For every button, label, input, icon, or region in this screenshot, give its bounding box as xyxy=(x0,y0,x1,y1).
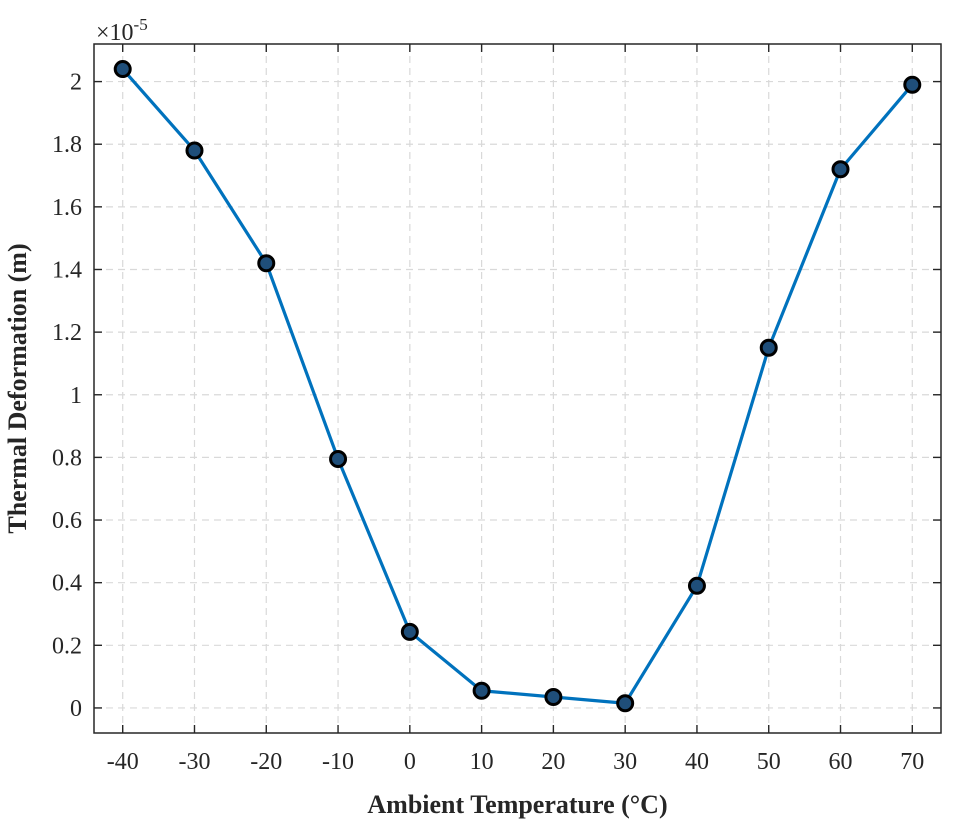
y-tick-label: 0.6 xyxy=(52,508,82,534)
x-tick-label: 20 xyxy=(541,749,565,775)
y-tick-label: 0.4 xyxy=(52,571,82,597)
x-tick-label: 10 xyxy=(470,749,494,775)
data-point xyxy=(113,60,132,79)
grid-layer xyxy=(94,44,941,733)
y-tick-label: 0.8 xyxy=(52,445,82,471)
data-point xyxy=(616,694,635,713)
data-point xyxy=(185,141,204,160)
data-point xyxy=(472,681,491,700)
x-tick-label: 40 xyxy=(685,749,709,775)
x-tick-label: 0 xyxy=(404,749,416,775)
y-exponent-power: -5 xyxy=(134,15,148,34)
y-exponent-base: ×10 xyxy=(96,20,134,46)
data-point xyxy=(831,160,850,179)
data-point xyxy=(400,622,419,641)
series-layer xyxy=(121,67,914,705)
x-tick-label: 50 xyxy=(757,749,781,775)
x-tick-label: 30 xyxy=(613,749,637,775)
y-tick-label: 0 xyxy=(70,696,82,722)
data-point xyxy=(257,254,276,273)
x-tick-label: -10 xyxy=(322,749,354,775)
data-point xyxy=(687,576,706,595)
data-point xyxy=(903,75,922,94)
y-axis-exponent: ×10-5 xyxy=(96,15,148,46)
x-tick-label: -30 xyxy=(178,749,210,775)
y-tick-label: 1.6 xyxy=(52,195,82,221)
x-tick-label: -40 xyxy=(107,749,139,775)
x-tick-label: -20 xyxy=(250,749,282,775)
data-point xyxy=(544,687,563,706)
data-point xyxy=(759,338,778,357)
x-tick-label: 60 xyxy=(829,749,853,775)
y-tick-label: 2 xyxy=(70,70,82,96)
y-tick-label: 1 xyxy=(70,383,82,409)
x-axis-label: Ambient Temperature (°C) xyxy=(367,790,667,819)
y-axis-label: Thermal Deformation (m) xyxy=(3,243,32,533)
y-tick-label: 1.8 xyxy=(52,132,82,158)
ticks-layer: -40 -30 -20 -10 0 10 20 30 40 50 60 70 0 0.2 0.4 0.6 0.8… xyxy=(52,44,941,775)
y-tick-label: 0.2 xyxy=(52,633,82,659)
x-tick-label: 70 xyxy=(900,749,924,775)
series-line xyxy=(121,67,914,705)
data-point xyxy=(329,449,348,468)
points-layer xyxy=(113,60,922,713)
y-tick-label: 1.4 xyxy=(52,257,82,283)
y-tick-label: 1.2 xyxy=(52,320,82,346)
plot-area-frame xyxy=(93,43,942,734)
